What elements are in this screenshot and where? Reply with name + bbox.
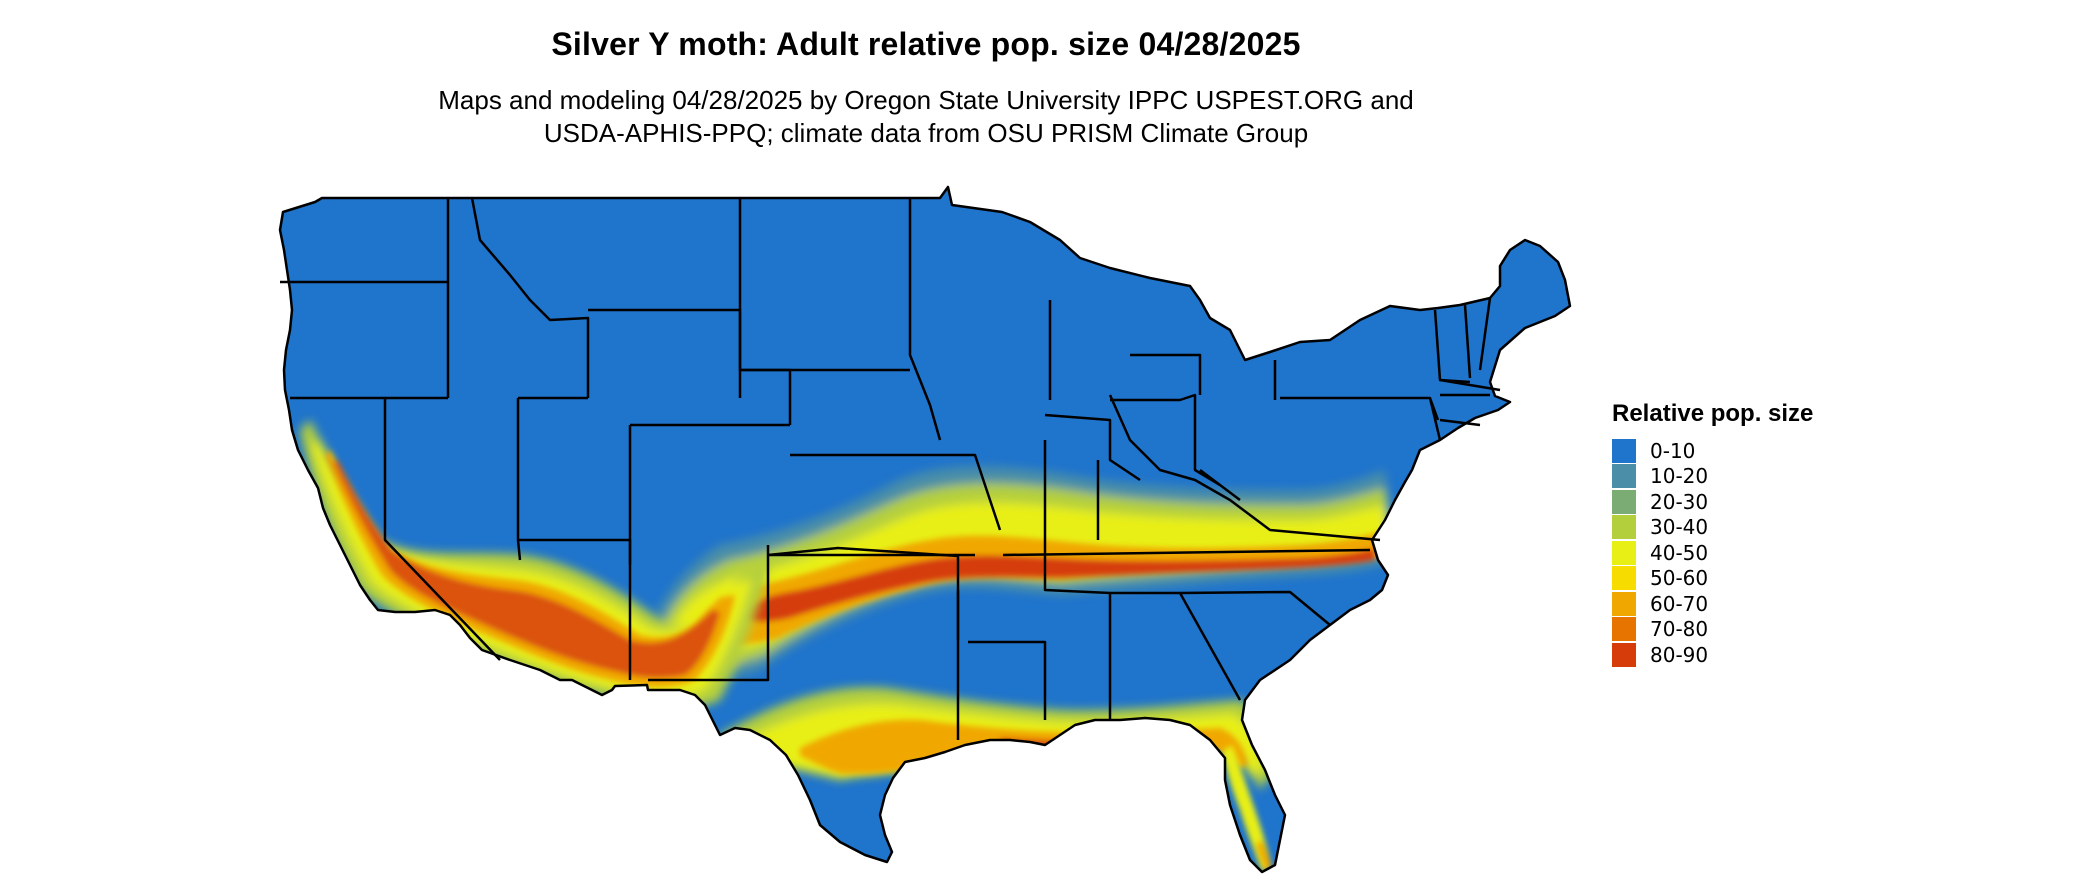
legend-label: 60-70 <box>1650 591 1709 616</box>
legend-item: 80-90 <box>1612 642 1912 668</box>
us-population-map <box>278 185 1572 874</box>
subtitle-line-1: Maps and modeling 04/28/2025 by Oregon S… <box>438 85 1414 115</box>
legend-item: 10-20 <box>1612 464 1912 490</box>
legend-item: 50-60 <box>1612 566 1912 592</box>
legend-swatch <box>1612 464 1636 489</box>
legend-item: 0-10 <box>1612 438 1912 464</box>
legend-swatch <box>1612 489 1636 514</box>
legend-label: 40-50 <box>1650 540 1709 565</box>
legend-swatch <box>1612 642 1636 667</box>
map-title: Silver Y moth: Adult relative pop. size … <box>551 26 1301 62</box>
legend-label: 70-80 <box>1650 617 1709 642</box>
legend-label: 0-10 <box>1650 438 1696 463</box>
legend-item: 30-40 <box>1612 515 1912 541</box>
legend-label: 20-30 <box>1650 489 1709 514</box>
legend-item: 70-80 <box>1612 617 1912 643</box>
legend-title: Relative pop. size <box>1612 400 1814 427</box>
legend-label: 30-40 <box>1650 515 1709 540</box>
legend-swatch <box>1612 566 1636 591</box>
legend-item: 60-70 <box>1612 591 1912 617</box>
legend-items: 0-10 10-20 20-30 30-40 40-50 50-60 <box>1612 438 1912 668</box>
legend-label: 10-20 <box>1650 464 1709 489</box>
state-borders <box>278 185 1572 874</box>
legend-swatch <box>1612 438 1636 463</box>
legend: Relative pop. size 0-10 10-20 20-30 30-4… <box>1612 400 1912 668</box>
legend-swatch <box>1612 617 1636 642</box>
legend-label: 80-90 <box>1650 642 1709 667</box>
legend-item: 40-50 <box>1612 540 1912 566</box>
legend-swatch <box>1612 515 1636 540</box>
legend-swatch <box>1612 540 1636 565</box>
legend-item: 20-30 <box>1612 489 1912 515</box>
legend-label: 50-60 <box>1650 566 1709 591</box>
subtitle-line-2: USDA-APHIS-PPQ; climate data from OSU PR… <box>543 118 1309 148</box>
map-subtitle: Maps and modeling 04/28/2025 by Oregon S… <box>0 84 1852 150</box>
legend-swatch <box>1612 591 1636 616</box>
